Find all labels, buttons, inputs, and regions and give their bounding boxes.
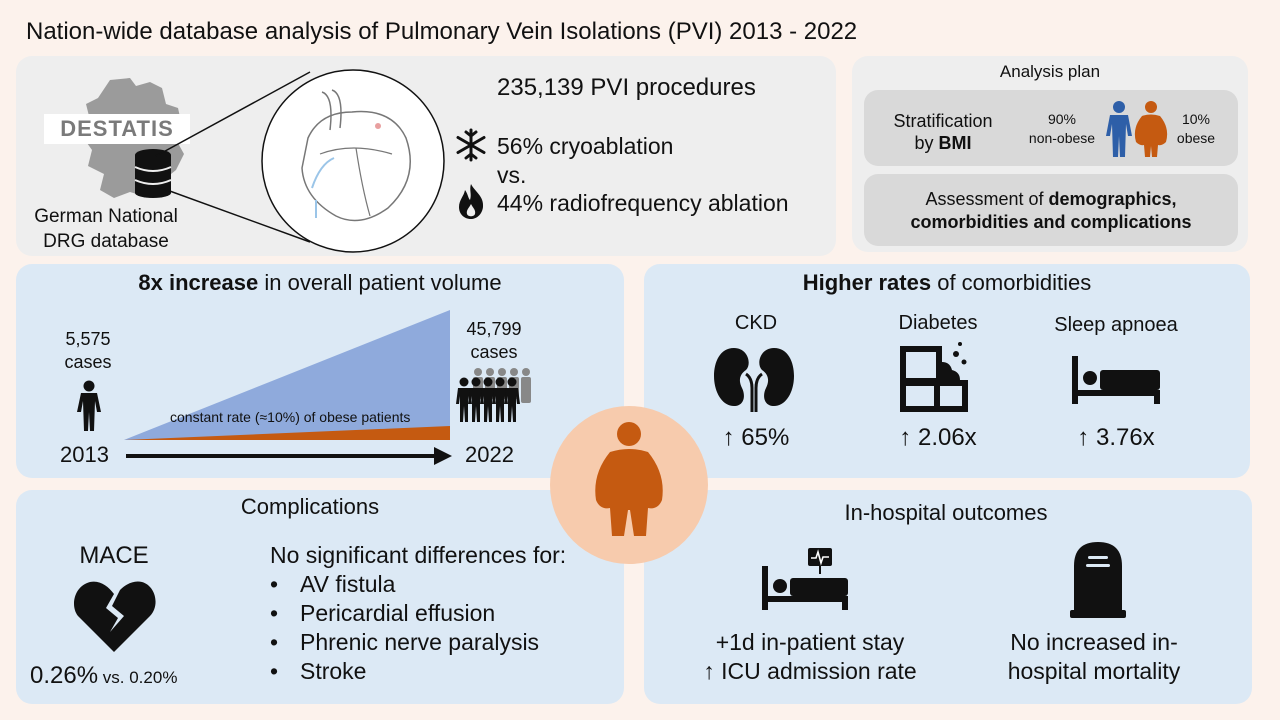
diabetes-label: Diabetes	[898, 312, 978, 334]
obese-share: 10% obese	[1170, 110, 1222, 148]
ckd-label: CKD	[734, 312, 778, 334]
end-count: 45,799	[466, 319, 522, 339]
database-label-line1: German National	[34, 206, 178, 227]
total-volume-area	[124, 310, 450, 440]
outcomes-heading: In-hospital outcomes	[844, 500, 1048, 525]
nonobese-share: 90% non-obese	[1024, 110, 1100, 148]
end-unit: cases	[470, 342, 518, 362]
obese-volume-area	[124, 426, 450, 440]
nonobese-label: non-obese	[1028, 130, 1096, 146]
mace-obese-value: 0.26%	[30, 662, 99, 689]
comorbidities-heading: Higher rates of comorbidities	[644, 270, 1250, 296]
stay-outcome: +1d in-patient stay ↑ ICU admission rate	[680, 628, 940, 686]
broken-heart-icon	[74, 581, 156, 652]
sleep-apnoea-value: ↑ 3.76x	[1077, 424, 1155, 451]
destatis-logo-text: DESTATIS	[60, 116, 174, 141]
stratification-line1: Stratification	[893, 111, 993, 131]
mace-values: 0.26% vs. 0.20%	[30, 662, 177, 690]
bmi-stratification-box	[864, 90, 1238, 166]
assessment-bold1: demographics,	[1048, 189, 1177, 209]
mace-label: MACE	[79, 542, 149, 569]
sugar-cube-icon	[900, 342, 968, 412]
assessment-prefix: Assessment of	[925, 189, 1049, 209]
obese-pct: 10%	[1181, 111, 1211, 127]
versus-text: vs.	[497, 162, 527, 188]
list-item: AV fistula	[270, 570, 539, 599]
obese-figure-icon	[595, 422, 663, 536]
procedures-count: 235,139 PVI procedures	[497, 74, 756, 101]
radiofrequency-share: 44% radiofrequency ablation	[497, 190, 789, 216]
start-year: 2013	[60, 442, 109, 467]
stay-line2: ↑ ICU admission rate	[703, 658, 917, 684]
complication-list: AV fistula Pericardial effusion Phrenic …	[270, 570, 539, 686]
stratification-bmi: BMI	[938, 133, 972, 153]
diabetes-value: ↑ 2.06x	[899, 424, 977, 451]
complications-heading: Complications	[240, 494, 380, 519]
comorbidities-heading-bold: Higher rates	[802, 270, 932, 295]
obese-label: obese	[1176, 130, 1216, 146]
sleep-apnoea-label: Sleep apnoea	[1054, 314, 1178, 336]
database-label-line2: DRG database	[43, 231, 169, 252]
no-difference-heading: No significant differences for:	[270, 542, 567, 568]
obese-rate-note: constant rate (≈10%) of obese patients	[170, 409, 411, 425]
end-volume: 45,799 cases	[456, 318, 532, 364]
list-item: Pericardial effusion	[270, 599, 539, 628]
snowflake-icon	[456, 128, 486, 162]
hospital-bed-monitor-icon	[762, 548, 848, 610]
single-person-icon	[77, 380, 101, 431]
volume-heading-rest: in overall patient volume	[258, 270, 502, 295]
list-item: Stroke	[270, 657, 539, 686]
nonobese-pct: 90%	[1047, 111, 1077, 127]
assessment-line2: comorbidities and complications	[910, 212, 1192, 232]
comorbidities-heading-rest: of comorbidities	[931, 270, 1092, 295]
mortality-outcome: No increased in- hospital mortality	[980, 628, 1208, 686]
outcomes-panel	[644, 490, 1252, 704]
obese-person-icon	[1134, 101, 1168, 157]
zoom-lines	[155, 71, 311, 243]
volume-growth-chart	[124, 310, 452, 465]
stratification-line2: by BMI	[880, 132, 1006, 154]
start-unit: cases	[64, 352, 112, 372]
assessment-text: Assessment of demographics, comorbiditie…	[864, 188, 1238, 234]
page-title: Nation-wide database analysis of Pulmona…	[26, 18, 858, 45]
analysis-plan-heading: Analysis plan	[999, 62, 1101, 81]
stratification-by: by	[914, 133, 939, 153]
database-label: German National DRG database	[26, 204, 186, 254]
volume-heading: 8x increase in overall patient volume	[16, 270, 624, 296]
nonobese-person-icon	[1106, 101, 1132, 157]
assessment-line1: Assessment of demographics,	[864, 188, 1238, 211]
kidney-icon	[714, 348, 794, 412]
flame-icon	[459, 184, 484, 219]
timeline-arrowhead	[434, 447, 452, 465]
list-item: Phrenic nerve paralysis	[270, 628, 539, 657]
cryoablation-share: 56% cryoablation	[497, 133, 674, 159]
tombstone-icon	[1070, 542, 1126, 618]
destatis-logo: DESTATIS	[44, 114, 190, 144]
stay-line1: +1d in-patient stay	[715, 629, 905, 655]
database-icon	[134, 149, 172, 198]
end-year: 2022	[465, 442, 514, 467]
mortality-line2: hospital mortality	[1007, 658, 1181, 684]
crowd-icon	[456, 368, 531, 422]
bed-icon	[1072, 356, 1160, 404]
volume-heading-bold: 8x increase	[138, 270, 259, 295]
start-count: 5,575	[65, 329, 111, 349]
start-volume: 5,575 cases	[48, 328, 128, 374]
stratification-label: Stratification by BMI	[880, 110, 1006, 154]
heart-anatomy-icon	[261, 69, 445, 253]
mortality-line1: No increased in-	[1010, 629, 1178, 655]
ckd-value: ↑ 65%	[722, 424, 790, 451]
assessment-box	[864, 174, 1238, 246]
mace-comparison: vs. 0.20%	[98, 668, 178, 687]
